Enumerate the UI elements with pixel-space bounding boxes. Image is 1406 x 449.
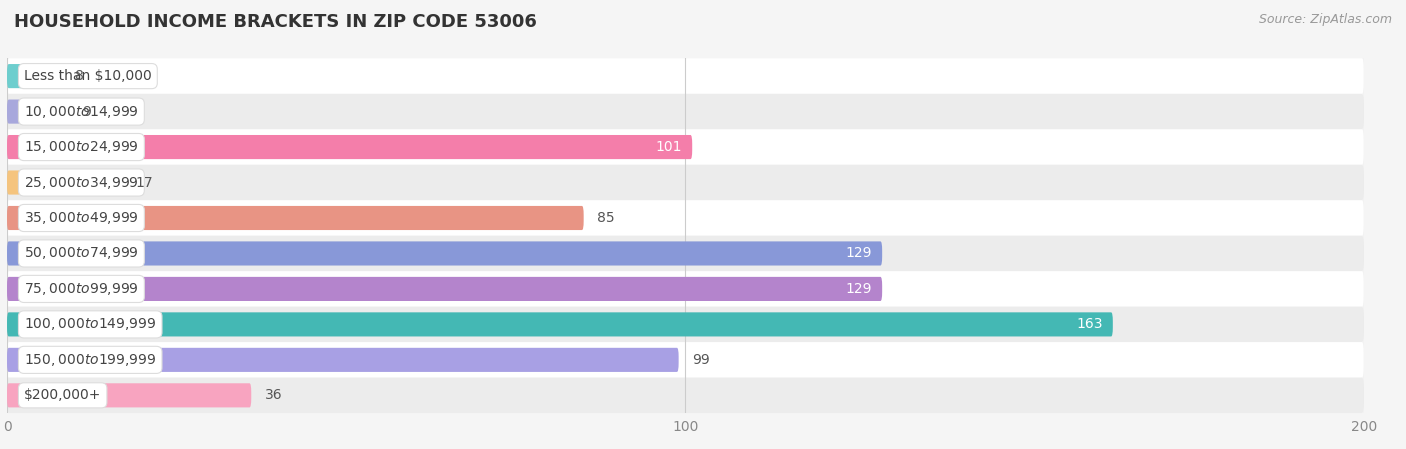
Text: 36: 36 [264,388,283,402]
Text: $15,000 to $24,999: $15,000 to $24,999 [24,139,139,155]
Text: 85: 85 [598,211,614,225]
Text: $35,000 to $49,999: $35,000 to $49,999 [24,210,139,226]
FancyBboxPatch shape [7,200,1364,236]
Text: $25,000 to $34,999: $25,000 to $34,999 [24,175,139,190]
FancyBboxPatch shape [7,64,62,88]
FancyBboxPatch shape [7,206,583,230]
FancyBboxPatch shape [7,94,1364,129]
Text: $150,000 to $199,999: $150,000 to $199,999 [24,352,156,368]
Text: 129: 129 [845,282,872,296]
Text: 129: 129 [845,247,872,260]
FancyBboxPatch shape [7,307,1364,342]
FancyBboxPatch shape [7,342,1364,378]
FancyBboxPatch shape [7,242,882,265]
Text: 17: 17 [136,176,153,189]
Text: $200,000+: $200,000+ [24,388,101,402]
Text: 9: 9 [82,105,90,119]
Text: Source: ZipAtlas.com: Source: ZipAtlas.com [1258,13,1392,26]
FancyBboxPatch shape [7,135,692,159]
FancyBboxPatch shape [7,271,1364,307]
Text: 163: 163 [1076,317,1102,331]
Text: $50,000 to $74,999: $50,000 to $74,999 [24,246,139,261]
Text: 101: 101 [655,140,682,154]
Text: HOUSEHOLD INCOME BRACKETS IN ZIP CODE 53006: HOUSEHOLD INCOME BRACKETS IN ZIP CODE 53… [14,13,537,31]
Text: 8: 8 [75,69,84,83]
FancyBboxPatch shape [7,165,1364,200]
Text: Less than $10,000: Less than $10,000 [24,69,152,83]
FancyBboxPatch shape [7,348,679,372]
Text: 99: 99 [692,353,710,367]
FancyBboxPatch shape [7,277,882,301]
Text: $10,000 to $14,999: $10,000 to $14,999 [24,104,139,119]
FancyBboxPatch shape [7,378,1364,413]
Text: $100,000 to $149,999: $100,000 to $149,999 [24,317,156,332]
Text: $75,000 to $99,999: $75,000 to $99,999 [24,281,139,297]
FancyBboxPatch shape [7,313,1112,336]
FancyBboxPatch shape [7,383,252,407]
FancyBboxPatch shape [7,100,67,123]
FancyBboxPatch shape [7,58,1364,94]
FancyBboxPatch shape [7,129,1364,165]
FancyBboxPatch shape [7,236,1364,271]
FancyBboxPatch shape [7,171,122,194]
